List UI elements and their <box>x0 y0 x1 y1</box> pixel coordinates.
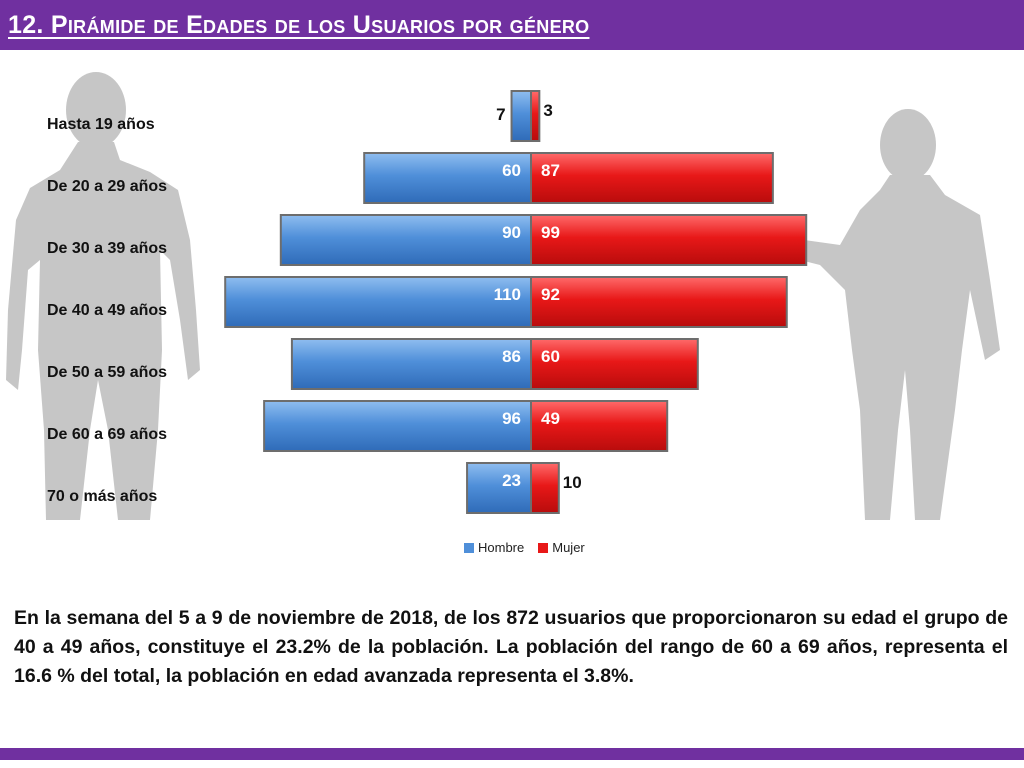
silhouettes <box>6 72 1000 520</box>
label-hombre-70-o-mas-anos: 23 <box>502 471 521 490</box>
category-label-hasta-19-anos: Hasta 19 años <box>47 116 155 133</box>
male-silhouette-icon <box>6 72 200 520</box>
label-mujer-de-50-a-59-anos: 60 <box>541 347 560 366</box>
bar-mujer-hasta-19-anos <box>530 90 541 142</box>
legend-label-mujer: Mujer <box>552 540 585 555</box>
label-mujer-de-20-a-29-anos: 87 <box>541 161 560 180</box>
bar-mujer-70-o-mas-anos <box>530 462 560 514</box>
bar-hombre-70-o-mas-anos <box>466 462 532 514</box>
bar-hombre-de-50-a-59-anos <box>290 338 533 390</box>
legend-swatch-hombre <box>464 542 474 553</box>
bottom-bar <box>0 748 1024 760</box>
category-label-de-40-a-49-anos: De 40 a 49 años <box>47 302 168 319</box>
label-hombre-de-40-a-49-anos: 110 <box>494 285 521 304</box>
label-hombre-de-60-a-69-anos: 96 <box>502 409 521 428</box>
label-hombre-de-50-a-59-anos: 86 <box>502 347 521 366</box>
title-bar: 12. Pirámide de Edades de los Usuarios p… <box>0 0 1024 50</box>
age-pyramid-chart: 7 3 60 87 90 99 110 92 86 60 96 49 23 10 <box>224 90 808 514</box>
description-text: En la semana del 5 a 9 de noviembre de 2… <box>14 607 1008 687</box>
page-title: 12. Pirámide de Edades de los Usuarios p… <box>8 11 590 39</box>
category-label-de-60-a-69-anos: De 60 a 69 años <box>47 426 168 443</box>
bar-hombre-de-30-a-39-anos <box>279 214 532 266</box>
label-mujer-de-60-a-69-anos: 49 <box>541 409 560 428</box>
label-mujer-de-30-a-39-anos: 99 <box>541 223 560 242</box>
legend: Hombre Mujer <box>464 540 593 555</box>
bar-hombre-de-40-a-49-anos <box>224 276 532 328</box>
label-hombre-hasta-19-anos: 7 <box>496 105 505 124</box>
category-label-de-50-a-59-anos: De 50 a 59 años <box>47 364 168 381</box>
bar-hombre-de-20-a-29-anos <box>363 152 533 204</box>
bar-hombre-hasta-19-anos <box>510 90 533 142</box>
label-hombre-de-30-a-39-anos: 90 <box>502 223 521 242</box>
category-label-70-o-mas-anos: 70 o más años <box>47 488 158 505</box>
female-silhouette-icon <box>760 109 1000 520</box>
category-label-de-20-a-29-anos: De 20 a 29 años <box>47 178 168 195</box>
bar-mujer-de-50-a-59-anos <box>530 338 699 390</box>
bar-mujer-de-20-a-29-anos <box>530 152 774 204</box>
bar-mujer-de-30-a-39-anos <box>530 214 808 266</box>
label-hombre-de-20-a-29-anos: 60 <box>502 161 521 180</box>
legend-label-hombre: Hombre <box>478 540 525 555</box>
legend-item-hombre: Hombre <box>464 540 524 555</box>
legend-swatch-mujer <box>538 542 549 553</box>
legend-item-mujer: Mujer <box>538 540 585 555</box>
label-mujer-70-o-mas-anos: 10 <box>563 473 582 492</box>
bar-mujer-de-60-a-69-anos <box>530 400 669 452</box>
bar-mujer-de-40-a-49-anos <box>530 276 788 328</box>
category-label-de-30-a-39-anos: De 30 a 39 años <box>47 240 168 257</box>
bar-hombre-de-60-a-69-anos <box>263 400 532 452</box>
label-mujer-hasta-19-anos: 3 <box>543 101 552 120</box>
label-mujer-de-40-a-49-anos: 92 <box>541 285 560 304</box>
